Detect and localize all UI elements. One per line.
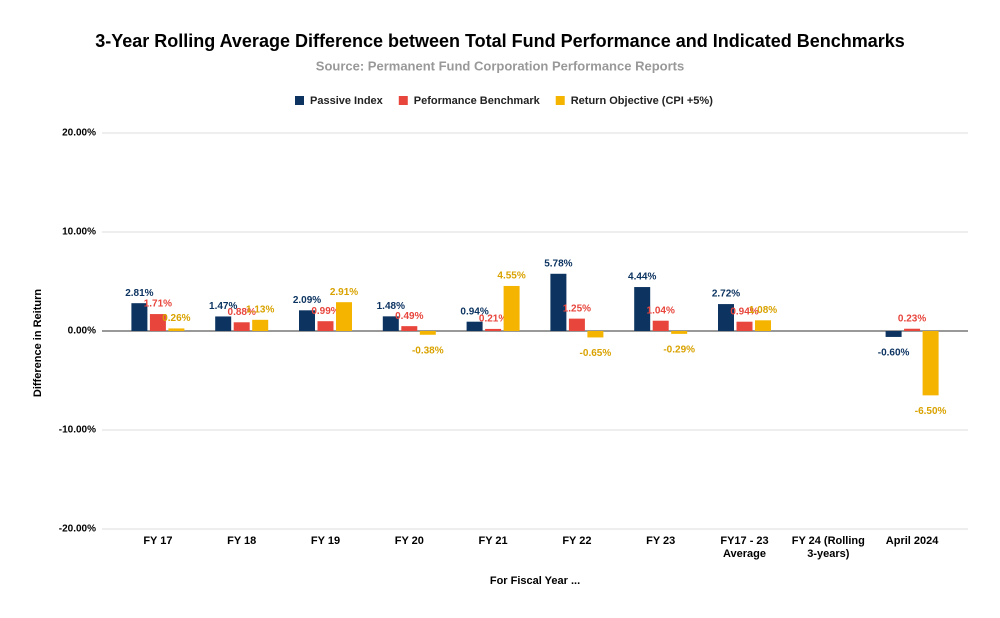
data-label: 1.08% [749,305,777,316]
data-label: 2.81% [125,288,153,299]
legend-label: Peformance Benchmark [414,95,541,107]
x-tick-label: FY 23 [646,535,675,547]
bar [718,304,734,331]
chart-subtitle: Source: Permanent Fund Corporation Perfo… [316,58,684,73]
bar [299,310,315,331]
bar [922,331,939,396]
legend-swatch [555,96,565,105]
legend: Passive Index Peformance Benchmark Return … [295,95,713,107]
data-label: 2.72% [712,289,740,300]
data-label: 4.44% [628,272,656,283]
bar [168,328,185,331]
bar [904,328,921,331]
data-label: 0.94% [460,306,488,317]
data-label: 4.55% [497,271,525,282]
x-tick-label: FY 18 [227,535,256,547]
bar [233,322,250,331]
x-tick-label: FY 24 (Rolling 3-years) [792,535,865,560]
data-label: 0.49% [395,311,423,322]
x-tick-label: FY 19 [311,535,340,547]
x-tick-label: April 2024 [886,535,939,547]
data-label: 0.99% [311,306,339,317]
y-tick-label: 0.00% [68,326,96,337]
legend-swatch [398,96,408,105]
bar [736,321,753,331]
data-label: 2.91% [330,287,358,298]
bar [149,314,166,331]
data-label: -6.50% [915,406,947,417]
bar [587,331,604,338]
bar [131,303,148,331]
data-label: 0.94% [730,306,758,317]
data-label: 2.09% [293,295,321,306]
bar [419,331,436,335]
bar [634,287,651,331]
bar [382,316,399,331]
data-label: 1.04% [647,305,675,316]
bar [755,320,771,331]
bar [317,321,334,331]
data-label: 0.26% [162,313,190,324]
data-label: 1.13% [246,304,274,315]
chart-title: 3-Year Rolling Average Difference betwee… [95,31,905,51]
bar [466,321,483,331]
data-label: -0.60% [878,348,910,359]
data-label: 0.88% [228,307,256,318]
bar [550,273,567,331]
bar [485,328,502,331]
legend-label: Return Objective (CPI +5%) [571,95,713,107]
y-tick-label: 20.00% [62,128,96,139]
x-tick-label: FY17 - 23 Average [720,535,768,560]
data-label: 1.48% [377,301,405,312]
bar [671,331,688,334]
bar [503,285,520,331]
data-label: -0.38% [412,345,444,356]
x-tick-label: FY 21 [479,535,508,547]
x-tick-label: FY 20 [395,535,424,547]
bar [568,318,585,331]
data-label: 0.23% [898,313,926,324]
bar [215,316,232,331]
y-tick-label: -10.00% [59,425,96,436]
bar [885,331,902,337]
bar [652,320,669,331]
x-tick-label: FY 22 [562,535,591,547]
data-label: 0.21% [479,314,507,325]
y-tick-label: 10.00% [62,227,96,238]
data-label: -0.65% [580,348,612,359]
data-label: 1.47% [209,301,237,312]
x-axis-title: For Fiscal Year ... [490,575,580,587]
data-label: 1.25% [563,303,591,314]
y-axis-title: Difference in Reiturn [32,289,44,397]
legend-swatch [295,96,304,105]
data-label: 1.71% [144,299,172,310]
bar [336,302,352,331]
bar [252,319,269,331]
data-label: -0.29% [663,345,695,356]
data-label: 5.78% [544,258,572,269]
x-tick-label: FY 17 [143,535,172,547]
legend-label: Passive Index [310,95,384,107]
bar [401,326,418,331]
y-tick-label: -20.00% [59,524,96,535]
